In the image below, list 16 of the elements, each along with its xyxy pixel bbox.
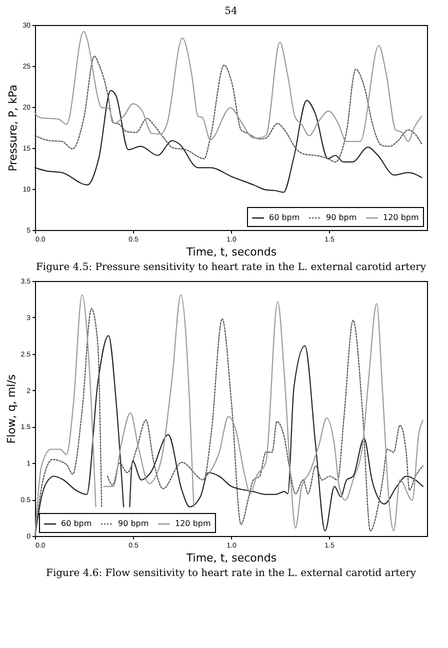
legend-label: 120 bpm (383, 213, 419, 222)
line-series (34, 31, 422, 142)
y-axis-title: Flow, q, ml/s (4, 374, 18, 444)
y-axis-title: Pressure, P, kPa (6, 84, 20, 172)
caption: Figure 4.6: Flow sensitivity to heart rate in the L. external carotid artery (46, 568, 416, 579)
caption: Figure 4.5: Pressure sensitivity to heart rate in the L. external carotid artery (36, 262, 426, 273)
x-axis-title: Time, t, seconds (185, 552, 277, 564)
legend-label: 120 bpm (175, 519, 211, 528)
legend-label: 90 bpm (326, 213, 357, 222)
x-axis-title: Time, t, seconds (185, 246, 277, 258)
legend-label: 90 bpm (118, 519, 149, 528)
line-series (34, 90, 422, 193)
text: 54 (224, 6, 238, 17)
legend-label: 60 bpm (269, 213, 300, 222)
line-series (34, 56, 422, 162)
legend-label: 60 bpm (61, 519, 92, 528)
